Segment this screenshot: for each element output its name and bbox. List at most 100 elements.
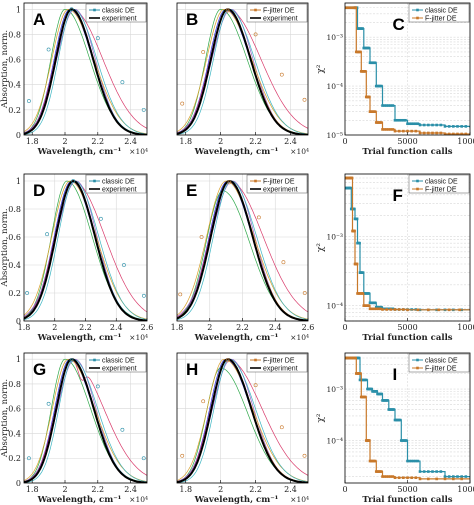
legend-label: classic DE — [425, 179, 458, 186]
convergence-point — [460, 477, 463, 481]
x-tick-label: 2.2 — [249, 485, 262, 494]
convergence-point — [439, 470, 443, 473]
y-tick-label: 10⁻⁵ — [326, 131, 343, 140]
spectrum-curve — [24, 8, 147, 134]
fit-point — [142, 293, 146, 298]
x-tick-label: 10000 — [457, 137, 474, 146]
convergence-point — [393, 118, 397, 122]
x-tick-label: 5000 — [397, 485, 417, 494]
fit-point — [279, 425, 284, 430]
x-tick-label: 2.6 — [141, 323, 154, 332]
convergence-point — [349, 6, 353, 10]
convergence-point — [431, 470, 434, 473]
convergence-point — [373, 110, 377, 113]
convergence-point — [389, 128, 393, 131]
y-axis-label: Absorption, norm. — [0, 208, 10, 287]
convergence-point — [373, 459, 377, 463]
fit-point — [302, 453, 307, 458]
x-tick-label: 2.2 — [236, 323, 249, 332]
spectrum-curve — [24, 358, 147, 483]
fit-point — [178, 292, 183, 297]
convergence-point — [368, 95, 371, 99]
convergence-point — [381, 475, 384, 478]
x-axis-label: Trial function calls — [362, 147, 452, 157]
x-axis-multiplier: ×10⁴ — [290, 333, 309, 342]
convergence-point — [387, 307, 391, 311]
convergence-point — [387, 128, 391, 131]
plot-lines — [177, 358, 308, 483]
panel-G: 1.8 2 2.2 2.4 0 0.2 0.4 0.6 0.8 1 Wavelength, cm⁻¹… — [0, 352, 148, 505]
y-tick-label: 10⁻³ — [326, 232, 343, 241]
legend-label: experiment — [263, 187, 298, 194]
x-tick-label: 0 — [342, 485, 347, 494]
fit-point — [122, 263, 126, 267]
convergence-point — [395, 118, 399, 122]
plot-lines — [345, 6, 470, 135]
y-tick-label: 0.8 — [8, 30, 21, 39]
panel-letter: H — [186, 360, 198, 379]
convergence-point — [406, 122, 409, 126]
y-ticks: 10⁻⁴ 10⁻³ — [326, 385, 343, 446]
panel-F: 0 5000 10000 10⁻⁴ 10⁻³ Trial function calls χ²… — [316, 173, 474, 343]
convergence-point — [391, 307, 395, 311]
convergence-point — [418, 123, 422, 127]
convergence-point — [408, 122, 411, 126]
y-tick-label: 0.6 — [8, 233, 21, 242]
convergence-point — [414, 122, 418, 126]
convergence-point — [391, 128, 395, 131]
x-tick-label: 2.2 — [249, 137, 262, 146]
legend-label: classic DE — [102, 8, 135, 15]
convergence-point — [389, 308, 393, 311]
spectrum-curve — [177, 358, 308, 482]
convergence-point — [355, 262, 359, 266]
convergence-point — [416, 122, 420, 126]
legend-label: classic DE — [102, 179, 135, 186]
convergence-point — [381, 128, 384, 131]
convergence-point — [383, 128, 386, 131]
y-axis-label: χ² — [316, 64, 326, 73]
convergence-point — [361, 292, 365, 295]
x-ticks: 0 5000 10000 — [342, 480, 474, 494]
convergence-point — [447, 125, 451, 128]
x-tick-label: 2 — [62, 485, 67, 494]
convergence-point — [410, 122, 413, 126]
convergence-point — [345, 6, 348, 10]
convergence-point — [381, 308, 384, 311]
convergence-point — [353, 207, 356, 211]
y-tick-label: 10⁻⁴ — [326, 82, 343, 91]
fit-point — [69, 358, 74, 363]
y-axis-label: Absorption, norm. — [0, 30, 10, 109]
convergence-point — [410, 459, 413, 463]
convergence-point — [460, 475, 463, 478]
convergence-point — [380, 305, 383, 309]
y-tick-label: 0.2 — [8, 289, 21, 298]
convergence-point — [408, 459, 411, 463]
x-tick-label: 2 — [52, 323, 57, 332]
convergence-point — [402, 476, 405, 480]
convergence-point — [380, 121, 383, 124]
convergence-point — [368, 439, 371, 442]
y-tick-label: 0 — [16, 479, 21, 488]
legend-box — [85, 3, 147, 23]
convergence-point — [358, 241, 361, 245]
y-tick-label: 1 — [16, 177, 21, 186]
y-axis-label: Absorption, norm. — [0, 379, 10, 458]
legend-box — [85, 353, 147, 373]
panel-letter: F — [393, 186, 403, 205]
convergence-point — [385, 308, 388, 311]
panel-letter: D — [33, 181, 45, 200]
x-axis-multiplier: ×10⁴ — [290, 495, 309, 504]
convergence-point — [406, 476, 409, 480]
plot-lines — [345, 356, 470, 481]
convergence-point — [380, 392, 383, 396]
y-ticks: 0 0.2 0.4 0.6 0.8 1 — [8, 355, 21, 488]
convergence-point — [464, 125, 468, 128]
y-tick-label: 0 — [16, 317, 21, 326]
legend-label: classic DE — [102, 358, 135, 365]
panel-letter: B — [186, 10, 198, 29]
x-tick-label: 2.2 — [91, 137, 104, 146]
panel-E: 1.8 2 2.2 2.4 2.6 Wavelength, cm⁻¹ ×10⁴ E F-jitt… — [171, 173, 314, 343]
